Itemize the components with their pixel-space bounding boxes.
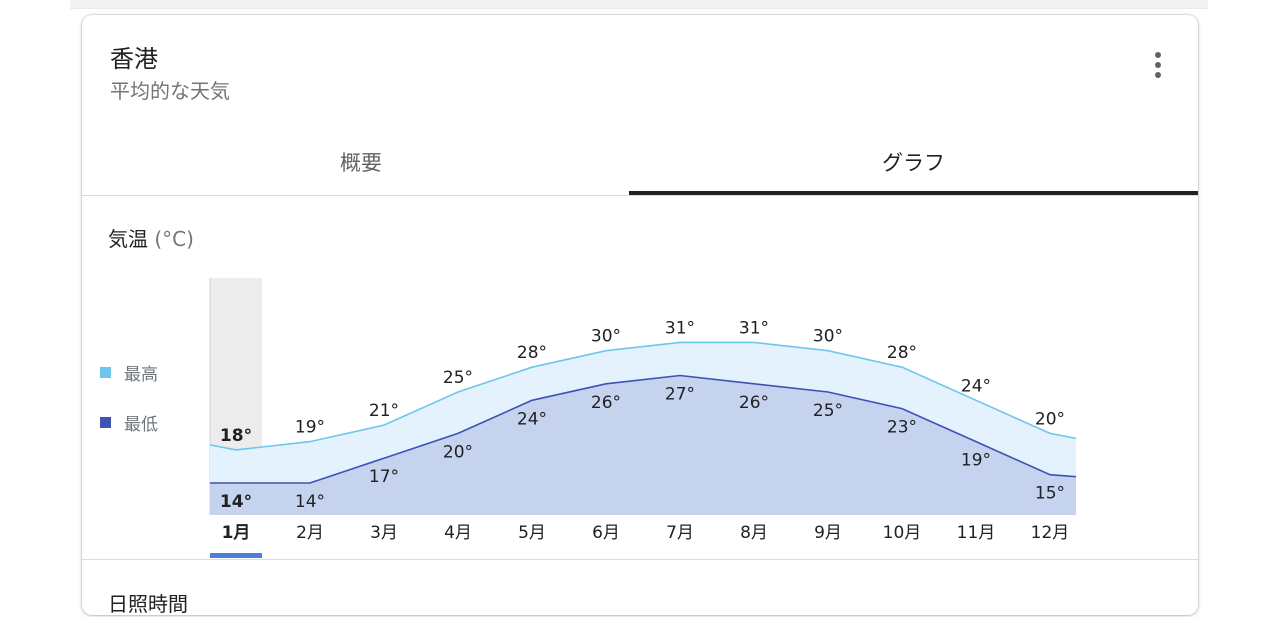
tab-overview[interactable]: 概要 bbox=[340, 151, 382, 175]
temperature-chart: 18° 19° 21° 25° 28° 30° 31° 31° 30° 28° 24° 20° 14° 1… bbox=[209, 278, 1077, 558]
more-options-icon[interactable] bbox=[1140, 47, 1176, 83]
high-data-label: 30° bbox=[591, 327, 621, 347]
x-tick-label: 12月 bbox=[1031, 523, 1070, 543]
high-data-label: 31° bbox=[739, 318, 769, 338]
legend-label-low: 最低 bbox=[124, 414, 158, 435]
low-data-label: 26° bbox=[739, 393, 769, 413]
section-divider bbox=[82, 559, 1198, 560]
low-area bbox=[210, 375, 1076, 515]
x-tick-label: 6月 bbox=[592, 523, 620, 543]
x-tick-label: 11月 bbox=[957, 523, 996, 543]
low-data-label: 17° bbox=[369, 467, 399, 487]
low-data-label: 15° bbox=[1035, 484, 1065, 504]
active-tab-indicator bbox=[629, 191, 1198, 195]
x-tick-label: 4月 bbox=[444, 523, 472, 543]
high-data-label: 31° bbox=[665, 318, 695, 338]
weather-card: 香港 平均的な天気 概要 グラフ 気温 (°C) 最高 最低 18° 19° 21°… bbox=[82, 15, 1198, 616]
high-series-line bbox=[209, 341, 1077, 451]
x-tick-label: 7月 bbox=[666, 523, 694, 543]
temperature-section-title: 気温 (°C) bbox=[108, 223, 194, 252]
x-tick-label: 9月 bbox=[814, 523, 842, 543]
tab-bar: 概要 グラフ bbox=[82, 129, 1198, 196]
high-data-label: 25° bbox=[443, 368, 473, 388]
low-data-label: 26° bbox=[591, 393, 621, 413]
previous-card-edge bbox=[70, 0, 1208, 9]
selected-month-indicator bbox=[210, 553, 262, 558]
legend-label-high: 最高 bbox=[124, 364, 158, 385]
next-section-title: 日照時間 bbox=[108, 592, 188, 616]
high-data-label: 28° bbox=[517, 343, 547, 363]
low-data-label: 19° bbox=[961, 451, 991, 471]
low-data-label: 14° bbox=[295, 492, 325, 512]
x-tick-label: 1月 bbox=[222, 523, 251, 543]
high-data-label: 24° bbox=[961, 376, 991, 396]
low-data-label: 25° bbox=[813, 401, 843, 421]
high-data-label: 18° bbox=[220, 426, 252, 446]
low-data-label: 20° bbox=[443, 442, 473, 462]
low-data-label: 23° bbox=[887, 418, 917, 438]
high-data-label: 19° bbox=[295, 418, 325, 438]
low-data-label: 24° bbox=[517, 409, 547, 429]
low-series-line bbox=[210, 374, 1077, 484]
location-title: 香港 bbox=[110, 45, 158, 73]
high-data-label: 21° bbox=[369, 401, 399, 421]
card-subtitle: 平均的な天気 bbox=[110, 79, 230, 103]
x-tick-label: 8月 bbox=[740, 523, 768, 543]
legend-item-low: 最低 bbox=[100, 410, 158, 435]
legend-item-high: 最高 bbox=[100, 360, 158, 385]
section-unit: (°C) bbox=[154, 227, 194, 251]
x-tick-label: 3月 bbox=[370, 523, 398, 543]
high-data-label: 20° bbox=[1035, 409, 1065, 429]
high-data-label: 30° bbox=[813, 327, 843, 347]
tab-graph[interactable]: グラフ bbox=[882, 151, 945, 175]
x-tick-label: 2月 bbox=[296, 523, 324, 543]
legend-swatch-high bbox=[100, 366, 111, 378]
x-tick-label: 5月 bbox=[518, 523, 546, 543]
chart-legend: 最高 最低 bbox=[100, 360, 158, 460]
low-data-label: 27° bbox=[665, 384, 695, 404]
legend-swatch-low bbox=[100, 416, 111, 428]
section-title-text: 気温 bbox=[108, 227, 148, 251]
low-data-label: 14° bbox=[220, 492, 252, 512]
x-tick-label: 10月 bbox=[883, 523, 922, 543]
high-data-label: 28° bbox=[887, 343, 917, 363]
